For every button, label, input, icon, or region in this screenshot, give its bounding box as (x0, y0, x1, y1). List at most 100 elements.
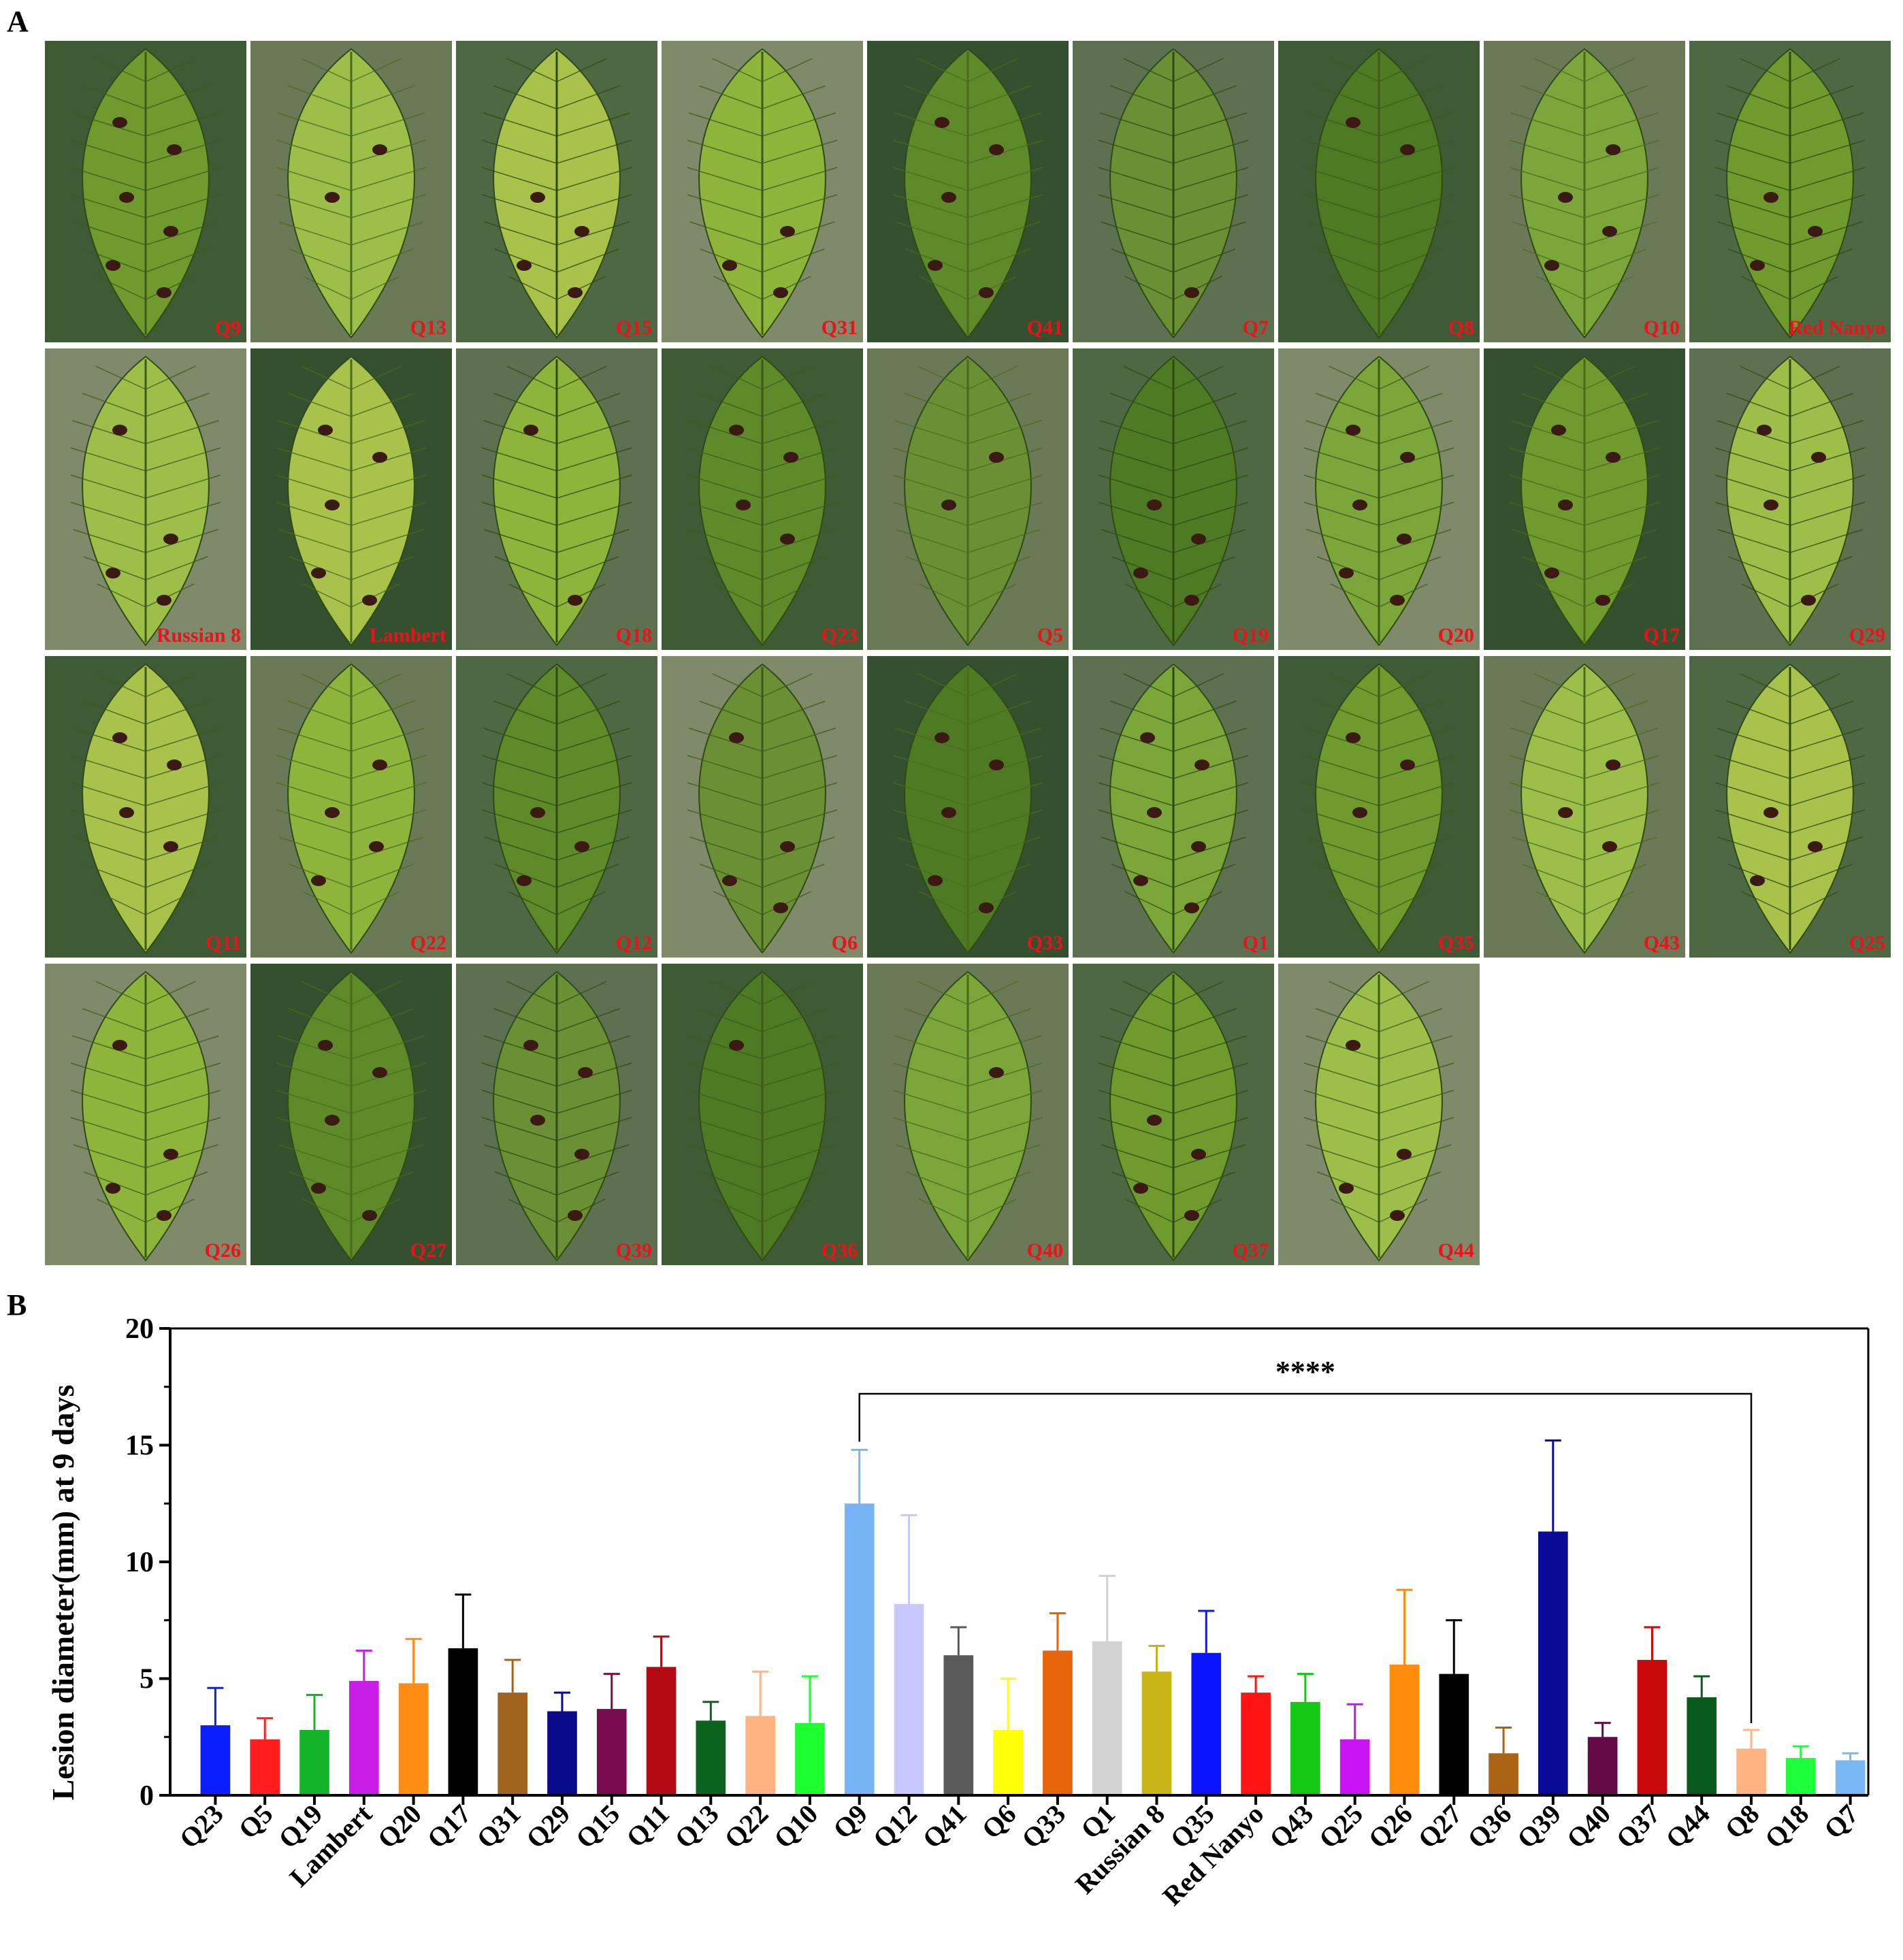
leaf-picture (456, 348, 657, 650)
bar (1339, 1739, 1370, 1795)
leaf-photo: Q17 (1484, 348, 1685, 650)
x-tick-label: Q22 (718, 1799, 774, 1855)
leaf-photo-label: Q13 (410, 316, 446, 339)
leaf-photo-label: Q33 (1026, 932, 1063, 954)
y-axis-label: Lesion diameter(mm) at 9 days (46, 1385, 80, 1801)
bar (894, 1603, 924, 1795)
x-tick-label: Q27 (1412, 1799, 1468, 1855)
x-tick-label: Q29 (520, 1799, 576, 1855)
bar (1687, 1697, 1717, 1795)
x-tick-label: Q5 (233, 1799, 279, 1845)
bar (596, 1709, 627, 1795)
leaf-photo: Q9 (45, 41, 246, 342)
leaf-picture (1278, 656, 1480, 958)
leaf-photo-label: Q40 (1026, 1239, 1063, 1262)
leaf-photo: Q25 (1689, 656, 1891, 958)
leaf-picture (1689, 656, 1891, 958)
leaf-photo: Q33 (867, 656, 1069, 958)
leaf-photo-label: Q31 (821, 316, 858, 339)
leaf-photo-label: Q29 (1849, 624, 1885, 647)
leaf-photo: Q29 (1689, 348, 1891, 650)
x-tick-label: Q31 (470, 1799, 526, 1855)
leaf-picture (1073, 348, 1274, 650)
bar (498, 1693, 527, 1795)
leaf-picture (867, 964, 1069, 1265)
leaf-photo-label: Q27 (410, 1239, 446, 1262)
leaf-photo: Q8 (1278, 41, 1480, 342)
bar (1489, 1753, 1518, 1795)
x-tick-label: Q18 (1759, 1799, 1815, 1855)
leaf-picture (1484, 41, 1685, 342)
leaf-photo: Q18 (456, 348, 657, 650)
bar (1637, 1660, 1668, 1795)
leaf-photo-label: Q5 (1037, 624, 1063, 647)
x-tick-label: Q23 (174, 1799, 229, 1855)
leaf-photo: Russian 8 (45, 348, 246, 650)
bar (1587, 1737, 1618, 1795)
leaf-photo-label: Q20 (1437, 624, 1474, 647)
leaf-photo-label: Q26 (204, 1239, 241, 1262)
leaf-photo: Q12 (456, 656, 657, 958)
leaf-photo-label: Q19 (1232, 624, 1269, 647)
leaf-photo: Q39 (456, 964, 657, 1265)
bar (299, 1729, 329, 1795)
leaf-picture (1278, 41, 1480, 342)
leaf-photo: Q36 (662, 964, 863, 1265)
leaf-photo: Q19 (1073, 348, 1274, 650)
leaf-photo: Q15 (456, 41, 657, 342)
bar (1835, 1760, 1866, 1795)
bar (1141, 1671, 1172, 1795)
leaf-picture (662, 964, 863, 1265)
leaf-picture (662, 348, 863, 650)
y-tick-label: 10 (125, 1547, 154, 1578)
leaf-picture (1073, 41, 1274, 342)
leaf-photo-label: Q7 (1242, 316, 1269, 339)
leaf-photo: Q26 (45, 964, 246, 1265)
leaf-photo-label: Q22 (410, 932, 446, 954)
leaf-photo-label: Q8 (1448, 316, 1474, 339)
leaf-photo: Q31 (662, 41, 863, 342)
leaf-photo: Q27 (250, 964, 452, 1265)
x-tick-label: Q11 (620, 1799, 675, 1854)
leaf-photo: Q43 (1484, 656, 1685, 958)
leaf-photo-label: Q41 (1026, 316, 1063, 339)
leaf-photo-label: Q9 (214, 316, 241, 339)
leaf-photo: Q13 (250, 41, 452, 342)
x-tick-label: Q12 (867, 1799, 923, 1855)
x-tick-label: Q43 (1263, 1799, 1319, 1855)
bar (200, 1725, 231, 1795)
bar (1538, 1531, 1568, 1795)
bar (448, 1648, 478, 1795)
leaf-picture (1278, 348, 1480, 650)
leaf-photo-label: Q43 (1643, 932, 1680, 954)
leaf-photo-label: Q44 (1437, 1239, 1474, 1262)
leaf-photo: Q1 (1073, 656, 1274, 958)
leaf-picture (662, 656, 863, 958)
leaf-photo-label: Lambert (369, 624, 446, 647)
leaf-photo-label: Q39 (615, 1239, 652, 1262)
leaf-picture (867, 656, 1069, 958)
leaf-photo: Q20 (1278, 348, 1480, 650)
bar (993, 1729, 1023, 1795)
leaf-photo: Red Nanyo (1689, 41, 1891, 342)
bar (1043, 1650, 1073, 1795)
leaf-picture (1689, 41, 1891, 342)
leaf-photo-label: Russian 8 (156, 624, 241, 647)
x-tick-label: Q8 (1719, 1799, 1765, 1845)
leaf-photo: Q41 (867, 41, 1069, 342)
bar (1389, 1664, 1420, 1795)
leaf-photo-label: Q12 (615, 932, 652, 954)
bar (1191, 1652, 1222, 1795)
panel-a-letter: A (7, 5, 29, 38)
leaf-photo-label: Q37 (1232, 1239, 1269, 1262)
bar (398, 1683, 429, 1795)
leaf-photo-label: Q15 (615, 316, 652, 339)
leaf-picture (456, 656, 657, 958)
bar (1439, 1673, 1469, 1795)
leaf-photo-label: Q18 (615, 624, 652, 647)
bar (943, 1655, 974, 1795)
leaf-picture (1278, 964, 1480, 1265)
leaf-picture (1484, 348, 1685, 650)
leaf-picture (250, 656, 452, 958)
